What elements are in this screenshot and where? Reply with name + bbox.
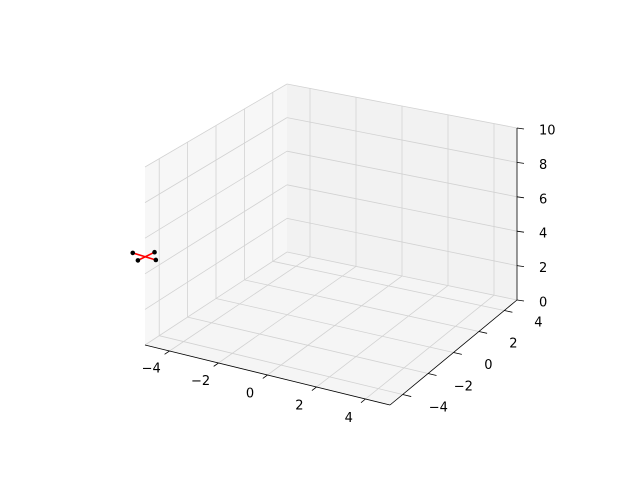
y-tick-label: 4: [534, 315, 542, 330]
gridline-z: [144, 150, 288, 239]
x-tick: [164, 350, 170, 355]
y-tick: [504, 310, 513, 313]
z-tick-label: 4: [539, 227, 547, 242]
y-tick: [478, 331, 488, 334]
x-tick: [360, 398, 366, 403]
y-tick: [453, 352, 462, 355]
x-tick: [311, 386, 317, 391]
x-tick: [262, 374, 268, 379]
x-tick-label: −4: [142, 362, 161, 377]
gridline-z: [144, 184, 288, 275]
x-tick: [213, 362, 219, 367]
z-tick: [516, 127, 525, 130]
gridline-y: [159, 335, 403, 395]
arm-line: [137, 251, 155, 262]
z-tick-label: 2: [539, 261, 547, 276]
z-tick: [516, 196, 525, 199]
z-tick: [516, 265, 525, 267]
y-tick-label: −4: [429, 401, 448, 416]
gridline-y: [244, 279, 479, 332]
gridline-z: [286, 117, 518, 163]
z-tick-label: 6: [539, 192, 547, 207]
gridline-z: [286, 218, 518, 266]
gridline-z: [286, 251, 518, 301]
gridline-z: [144, 83, 288, 168]
y-tick-label: 2: [509, 337, 517, 352]
gridline-z: [286, 184, 518, 232]
x-tick-label: −2: [191, 374, 210, 389]
x-tick-label: 4: [345, 411, 353, 426]
data-point: [130, 250, 136, 256]
y-tick-label: 0: [484, 358, 492, 373]
data-point: [152, 249, 157, 255]
data-point: [153, 257, 159, 263]
z-tick-label: 0: [539, 296, 547, 311]
gridline-z: [144, 117, 288, 203]
y-tick-label: −2: [454, 379, 473, 394]
z-tick-label: 10: [539, 124, 556, 139]
y-tick: [402, 394, 412, 397]
gridline-z: [286, 83, 518, 129]
gridline-z: [286, 150, 518, 198]
data-point: [135, 258, 141, 263]
z-tick: [516, 162, 525, 164]
z-tick: [516, 230, 525, 233]
x-tick-label: 2: [295, 399, 303, 414]
gridline-y: [187, 316, 429, 374]
gridline-y: [272, 260, 505, 311]
gridline-z: [144, 218, 288, 310]
gridline-z: [144, 251, 288, 346]
z-tick-label: 8: [539, 158, 547, 173]
gridline-y: [215, 298, 454, 353]
y-tick: [428, 373, 437, 376]
x-tick-label: 0: [246, 386, 254, 401]
z-tick: [516, 299, 525, 302]
